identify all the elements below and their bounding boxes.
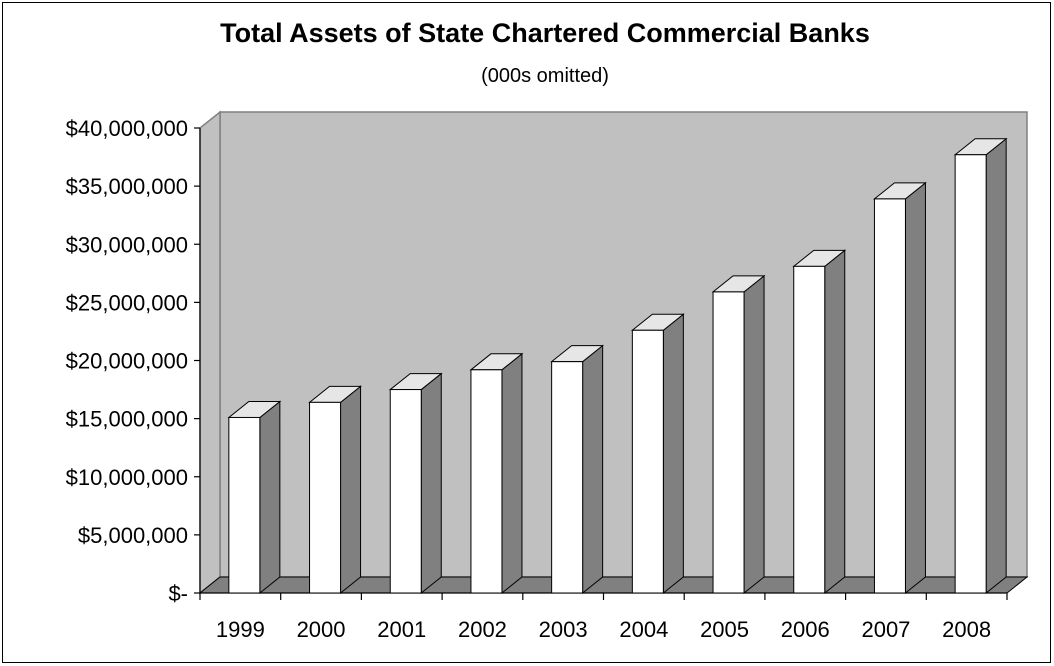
- bar: [469, 352, 524, 595]
- bar-side: [340, 385, 362, 595]
- x-tick-label: 2003: [539, 617, 588, 642]
- bar-side: [662, 313, 684, 595]
- bar: [711, 274, 766, 595]
- bar: [792, 249, 847, 595]
- y-tick-label: $25,000,000: [66, 290, 188, 315]
- plot-area: $- $5,000,000 $10,000,000 $15,000,000 $20,00…: [66, 110, 1029, 642]
- bar: [953, 137, 1008, 595]
- x-tick-label: 2004: [619, 617, 668, 642]
- bar: [630, 313, 685, 595]
- bar-side: [824, 249, 846, 595]
- bar-front: [389, 389, 422, 594]
- bar-front: [712, 291, 745, 594]
- chart-subtitle: (000s omitted): [481, 65, 609, 87]
- bar-side: [420, 372, 442, 595]
- bar-side: [904, 181, 926, 595]
- bar-side: [743, 274, 765, 595]
- y-tick-label: $30,000,000: [66, 232, 188, 257]
- bar: [308, 385, 362, 595]
- bar-front: [954, 154, 987, 594]
- bar-front: [470, 369, 503, 594]
- x-tick-label: 2007: [861, 617, 910, 642]
- y-tick-label: $-: [168, 581, 188, 606]
- y-tick-label: $40,000,000: [66, 116, 188, 141]
- bar: [388, 372, 443, 595]
- y-tick-label: $35,000,000: [66, 174, 188, 199]
- chart-title: Total Assets of State Chartered Commerci…: [220, 18, 870, 48]
- y-tick-label: $5,000,000: [78, 523, 188, 548]
- bar-front: [873, 198, 906, 594]
- x-tick-label: 1999: [216, 617, 265, 642]
- bar-front: [793, 265, 826, 594]
- y-tick-label: $20,000,000: [66, 349, 188, 374]
- y-tick-label: $15,000,000: [66, 407, 188, 432]
- bar-side: [985, 137, 1007, 595]
- x-tick-label: 2005: [700, 617, 749, 642]
- bar: [550, 344, 605, 595]
- bar: [227, 400, 282, 595]
- bar-front: [309, 401, 342, 594]
- x-tick-label: 2008: [942, 617, 991, 642]
- bar-front: [228, 416, 261, 594]
- bar-side: [259, 400, 281, 595]
- bar-front: [631, 329, 664, 594]
- bar-side: [582, 344, 604, 595]
- x-tick-label: 2001: [377, 617, 426, 642]
- bar-front: [551, 361, 584, 594]
- x-tick-label: 2000: [297, 617, 346, 642]
- bar-side: [501, 352, 523, 595]
- x-tick-label: 2006: [781, 617, 830, 642]
- bar: [873, 181, 927, 595]
- side-wall: [199, 110, 221, 595]
- x-tick-label: 2002: [458, 617, 507, 642]
- y-tick-label: $10,000,000: [66, 465, 188, 490]
